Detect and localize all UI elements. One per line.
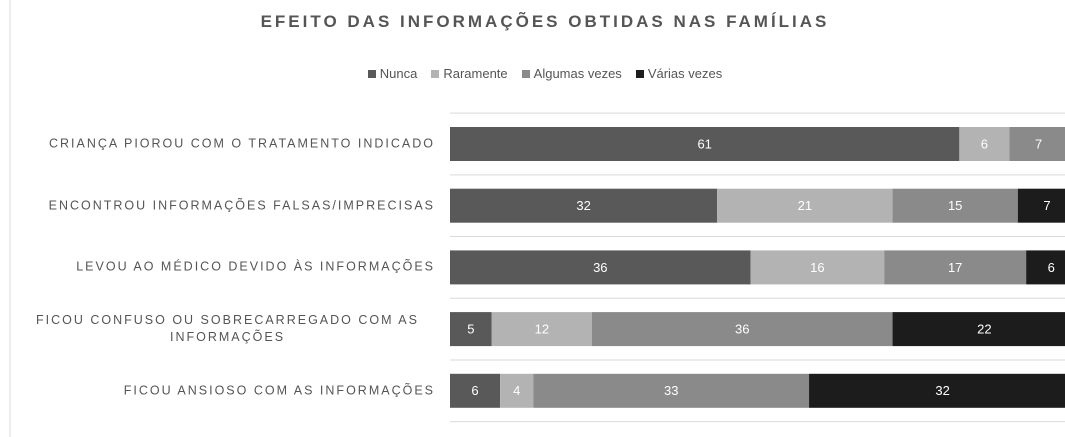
bar-segment (892, 312, 1065, 347)
legend-label: Algumas vezes (533, 66, 622, 81)
value-label: 33 (664, 383, 678, 398)
bar-segment (450, 373, 501, 408)
bar-segment (1009, 127, 1065, 161)
bar-segment (450, 312, 492, 347)
legend-item: Nunca (367, 66, 418, 81)
value-label: 61 (697, 136, 711, 151)
bar-segment (450, 127, 960, 161)
value-label: 12 (535, 322, 549, 337)
legend-label: Várias vezes (647, 66, 723, 81)
bar-segment (450, 188, 718, 223)
value-label: 6 (981, 136, 988, 151)
value-label: 17 (948, 260, 962, 275)
value-label: 6 (471, 383, 478, 398)
bar-segment (750, 250, 885, 285)
category-text: FICOU CONFUSO OU SOBRECARREGADO COM AS I… (36, 313, 419, 345)
category-label: LEVOU AO MÉDICO DEVIDO ÀS INFORMAÇÕES (20, 259, 435, 276)
value-label: 32 (935, 383, 949, 398)
value-label: 32 (576, 198, 590, 213)
legend-swatch (367, 69, 376, 78)
value-label: 7 (1035, 136, 1042, 151)
bar-segment (1017, 188, 1065, 223)
category-text: ENCONTROU INFORMAÇÕES FALSAS/IMPRECISAS (48, 198, 435, 213)
value-label: 16 (810, 260, 824, 275)
legend: Nunca Raramente Algumas vezes Várias vezes (0, 66, 1065, 81)
legend-swatch (431, 69, 440, 78)
value-label: 4 (513, 383, 520, 398)
bar-segment (892, 188, 1018, 223)
legend-label: Nunca (379, 66, 418, 81)
legend-swatch (521, 69, 530, 78)
legend-item: Raramente (431, 66, 508, 81)
bar-segment (1026, 250, 1065, 285)
bar-segment (450, 250, 751, 285)
value-label: 5 (467, 322, 474, 337)
category-text: FICOU ANSIOSO COM AS INFORMAÇÕES (123, 383, 435, 398)
value-label: 6 (1048, 260, 1055, 275)
value-label: 15 (948, 198, 962, 213)
category-text: CRIANÇA PIOROU COM O TRATAMENTO INDICADO (48, 136, 435, 151)
legend-item: Algumas vezes (521, 66, 622, 81)
bar-segment (809, 373, 1065, 408)
bar-segment (533, 373, 810, 408)
category-label: ENCONTROU INFORMAÇÕES FALSAS/IMPRECISAS (20, 197, 435, 214)
category-label: FICOU CONFUSO OU SOBRECARREGADO COM AS I… (20, 312, 435, 346)
bar-segment (717, 188, 893, 223)
category-text: LEVOU AO MÉDICO DEVIDO ÀS INFORMAÇÕES (76, 259, 435, 274)
value-label: 7 (1043, 198, 1050, 213)
legend-label: Raramente (443, 66, 508, 81)
category-label: CRIANÇA PIOROU COM O TRATAMENTO INDICADO (20, 136, 435, 153)
bar-segment (884, 250, 1027, 285)
value-label: 36 (593, 260, 607, 275)
value-label: 21 (798, 198, 812, 213)
bar-segment (591, 312, 893, 347)
legend-swatch (635, 69, 644, 78)
bar-segment (500, 373, 534, 408)
legend-item: Várias vezes (635, 66, 723, 81)
value-label: 36 (735, 322, 749, 337)
bar-segment (959, 127, 1010, 161)
bar-segment (491, 312, 592, 347)
chart-title: EFEITO DAS INFORMAÇÕES OBTIDAS NAS FAMÍL… (260, 12, 830, 31)
category-label: FICOU ANSIOSO COM AS INFORMAÇÕES (20, 382, 435, 399)
value-label: 22 (977, 322, 991, 337)
